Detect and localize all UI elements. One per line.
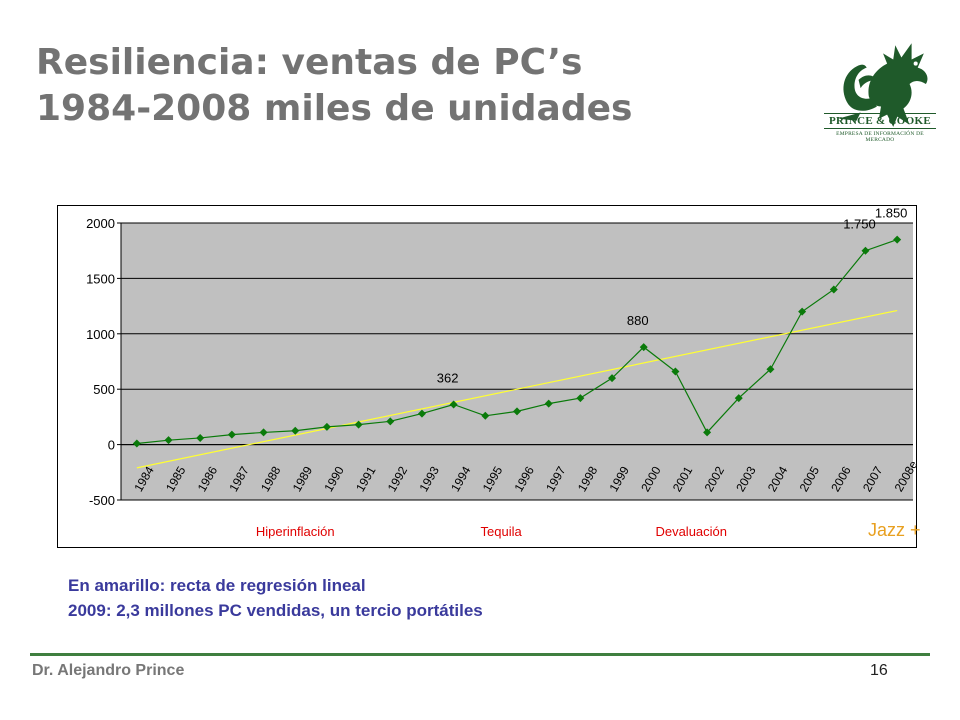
data-point [829, 285, 838, 294]
data-point [259, 428, 268, 437]
data-point [576, 394, 585, 403]
regression-line [136, 309, 898, 469]
data-label: 1.750 [843, 217, 876, 232]
event-annotation: Tequila [481, 524, 523, 539]
data-point [322, 422, 331, 431]
note-2009: 2009: 2,3 millones PC vendidas, un terci… [68, 601, 483, 620]
data-point [481, 411, 490, 420]
data-point [227, 430, 236, 439]
data-point [513, 407, 521, 416]
plot-area [121, 223, 913, 500]
data-point [861, 246, 870, 255]
data-point [132, 439, 141, 448]
y-tick-label: 0 [108, 438, 115, 453]
y-tick-label: 500 [93, 382, 115, 397]
logo: PRINCE & COOKE EMPRESA DE INFORMACIÓN DE… [824, 113, 936, 143]
data-point [417, 409, 426, 418]
data-point [386, 417, 395, 426]
data-point [354, 420, 363, 429]
footer-rule [30, 653, 930, 656]
data-point [766, 365, 775, 374]
data-point [703, 428, 712, 437]
notes: En amarillo: recta de regresión lineal 2… [68, 573, 483, 623]
note-regression: En amarillo: recta de regresión lineal [68, 576, 366, 595]
author: Dr. Alejandro Prince [32, 662, 185, 679]
data-point [798, 307, 807, 316]
logo-subtitle: EMPRESA DE INFORMACIÓN DE MERCADO [836, 131, 924, 143]
page-number: 16 [870, 662, 888, 679]
data-point [639, 343, 648, 352]
y-tick-label: 2000 [86, 216, 115, 231]
slide-title: Resiliencia: ventas de PC’s 1984-2008 mi… [36, 40, 632, 132]
data-point [291, 426, 300, 435]
data-point [544, 399, 553, 408]
data-point [449, 400, 458, 409]
event-annotation: Hiperinflación [256, 524, 335, 539]
data-point [734, 394, 743, 403]
y-tick-label: 1500 [86, 271, 115, 286]
slide-title-line-2: 1984-2008 miles de unidades [36, 88, 633, 129]
data-point [608, 374, 617, 383]
data-label: 362 [437, 370, 459, 385]
data-point [196, 433, 205, 442]
y-tick-label: 1000 [86, 327, 115, 342]
data-point [893, 235, 902, 244]
y-tick-label: -500 [89, 493, 115, 508]
jazz-label: Jazz + [868, 520, 921, 540]
slide-title-line-1: Resiliencia: ventas de PC’s [36, 42, 583, 83]
dragon-icon [838, 43, 928, 127]
logo-name: PRINCE & COOKE [824, 113, 936, 129]
data-point [671, 367, 680, 376]
data-label: 880 [627, 313, 649, 328]
data-label: 1.850 [875, 206, 908, 221]
data-point [164, 436, 173, 445]
event-annotation: Devaluación [655, 524, 727, 539]
